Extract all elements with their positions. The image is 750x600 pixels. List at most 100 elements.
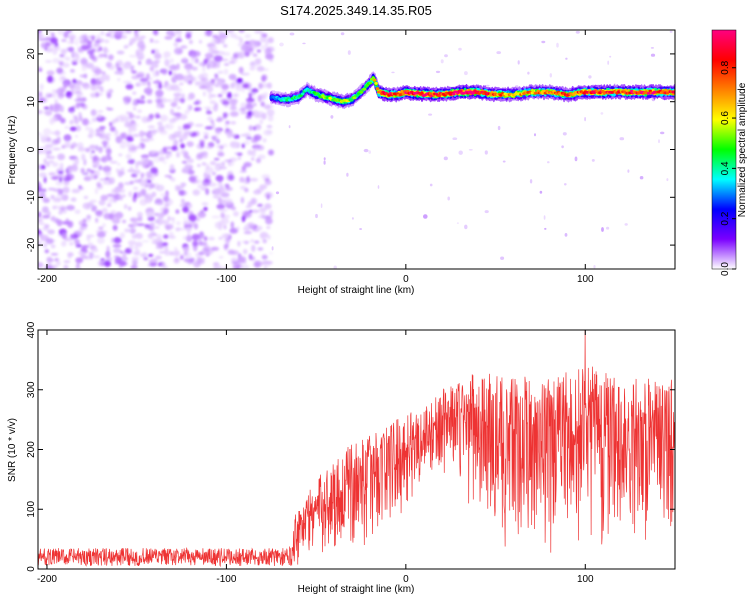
spectrogram-cell [110,210,117,214]
spectrogram-cell [94,68,103,75]
spectrogram-cell [56,219,63,227]
spectrogram-cell [59,53,67,61]
spectrogram-cell [132,102,136,106]
spectrogram-cell [253,145,261,152]
spectrogram-cell [44,249,49,254]
spectrogram-cell [92,43,101,48]
spectrogram-cell [214,77,221,81]
snr-y-axis: 0 100 200 300 400 [26,321,675,572]
spectrogram-band-cell [375,87,380,90]
spectrogram-cell [105,178,112,186]
spectrogram-cell [271,246,274,251]
snr-x-axis: -200 -100 0 100 [37,330,594,585]
spectrogram-cell [257,94,262,103]
spectrogram-cell [260,33,268,37]
spectrogram-cell [180,255,184,260]
spectrogram-cell [253,126,257,131]
spectrogram-cell [112,217,121,224]
spectrogram-cell [228,174,234,181]
spectrogram-cell [133,192,137,199]
spectrogram-cell [101,207,108,213]
spectrogram-cell [89,152,93,157]
spectrogram-cell [154,226,160,229]
spectrogram-cell [233,211,239,217]
spectrogram-cell [260,211,266,216]
spectrogram-cell [288,125,291,129]
spectrogram-cell [132,91,137,95]
spectrogram-cell [98,46,103,52]
figure-title: S174.2025.349.14.35.R05 [280,3,432,18]
spectrogram-cell [168,70,172,76]
spectrogram-cell [176,221,181,226]
spectrogram-cell [135,115,141,119]
spectrogram-cell [564,183,567,186]
colorbar-tick-label: 0.6 [720,111,731,125]
spectrogram-cell [660,131,665,135]
spectrogram-cell [213,193,222,199]
spectrogram-cell [257,154,266,160]
spectrogram-cell [574,156,578,162]
spectrogram-cell [66,204,75,211]
spectrogram-cell [236,77,243,84]
spectrogram-cell [128,191,133,198]
spectrogram-cell [176,185,181,192]
spectrogram-cell [240,196,245,204]
spectrogram-cell [249,256,256,261]
spectrogram-cell [221,100,230,105]
spectrogram-cell [51,162,59,167]
spectrogram-cell [565,57,568,60]
spectrogram-cell [140,35,146,39]
spectrogram-cell [180,149,187,155]
spectrogram-cell [59,207,65,212]
spectrogram-cell [43,158,47,165]
spectrogram-cell [118,260,127,267]
spectrogram-cell [99,134,108,140]
spectrogram-cell [500,256,505,260]
spectrogram-cell [261,174,271,179]
spectrogram-cell [109,126,116,132]
spectrogram-cell [241,215,246,223]
spectrogram-cell [108,213,114,221]
spectrogram-cell [136,211,143,218]
spectrogram-cell [211,38,219,45]
spectrogram-cell [38,211,42,218]
spectrogram-cell [52,205,56,210]
spectrogram-cell [64,126,70,129]
spectrogram-y-axis: -20 -10 0 10 20 [26,48,675,252]
spectrogram-cell [248,92,252,100]
spectrogram-cell [244,33,251,39]
spectrogram-cell [456,222,459,225]
spectrogram-cell [484,150,488,155]
spectrogram-cell [220,89,228,95]
spectrogram-cell [184,252,192,259]
spectrogram-cell [184,163,191,171]
spectrogram-cell [203,206,208,212]
spectrogram-cell [544,227,547,230]
spectrogram-cell [145,61,154,66]
spectrogram-cell [199,39,202,44]
spectrogram-cell [204,52,214,59]
spectrogram-cell [219,265,223,269]
spectrogram-cell [127,123,134,126]
spectrogram-cell [153,61,158,66]
spectrogram-cell [172,112,182,117]
spectrogram-cell [131,173,138,178]
spectrogram-cell [221,161,225,167]
spectrogram-cell [51,215,56,222]
spectrogram-cell [600,112,604,115]
spectrogram-cell [210,94,217,98]
spectrogram-cell [232,94,239,98]
spectrogram-cell [85,147,91,153]
spectrogram-cell [81,245,90,249]
spectrogram-cell [182,127,187,131]
spectrogram-cell [117,195,124,199]
spectrogram-cell [117,163,121,166]
spectrogram-cell [224,122,229,128]
spectrogram-cell [46,161,50,168]
spectrogram-cell [187,80,193,85]
spectrogram-band-cell [362,87,367,91]
spectrogram-cell [39,83,44,91]
spectrogram-cell [132,36,141,41]
spectrogram-cell [86,235,91,242]
spectrogram-cell [171,65,180,72]
